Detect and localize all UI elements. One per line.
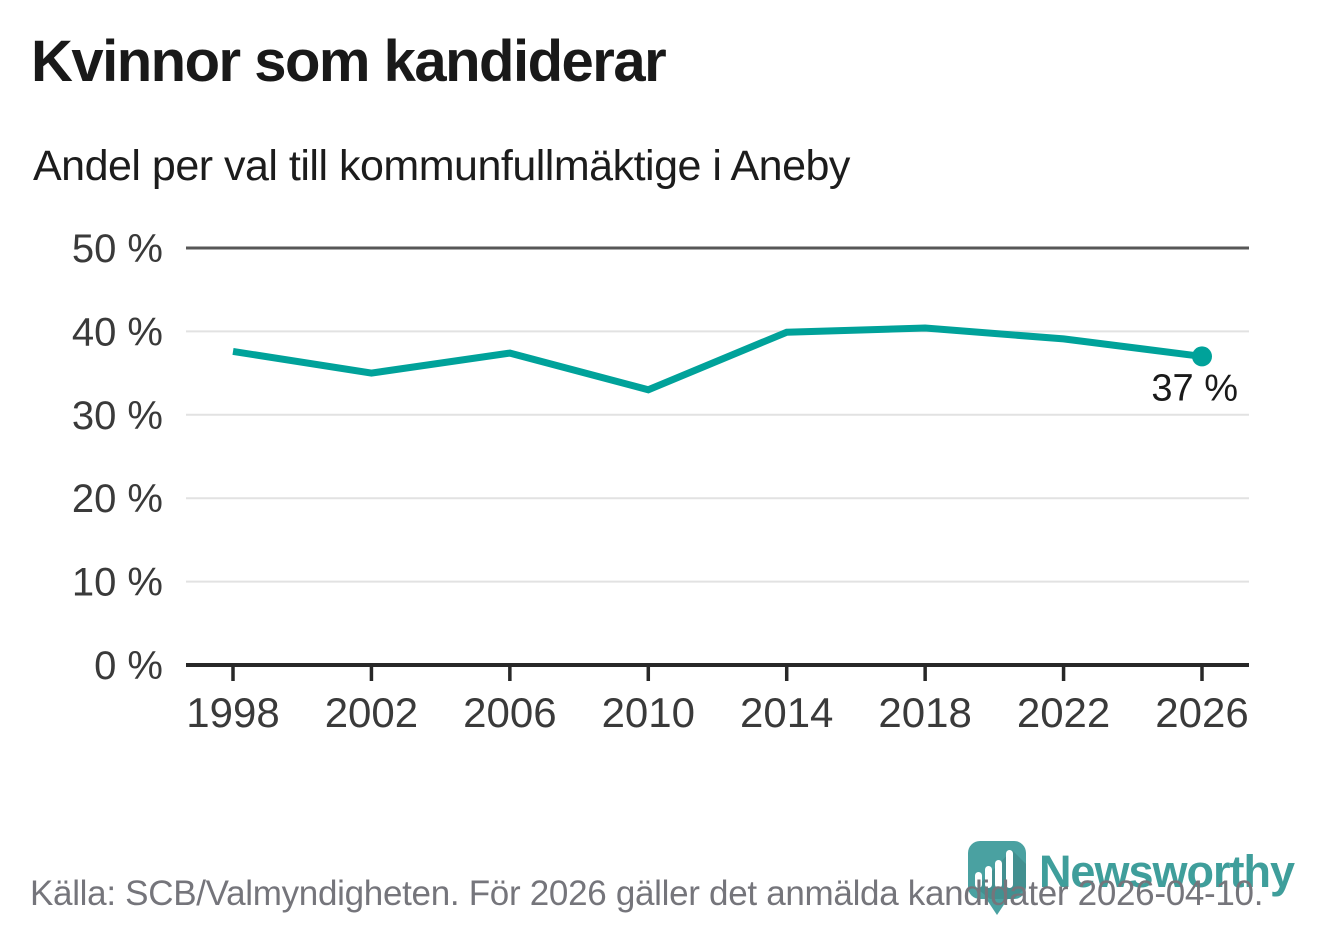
y-axis-tick-label: 40 % — [72, 310, 163, 354]
end-point-marker — [1192, 346, 1212, 367]
x-axis-tick-label: 2026 — [1155, 689, 1248, 736]
x-axis-tick-label: 1998 — [186, 689, 279, 736]
x-axis-tick-label: 2010 — [602, 689, 695, 736]
y-axis-tick-label: 30 % — [72, 394, 163, 438]
y-axis-tick-label: 0 % — [94, 644, 163, 688]
source-note: Källa: SCB/Valmyndigheten. För 2026 gäll… — [30, 874, 1264, 913]
end-point-value-label: 37 % — [1151, 367, 1238, 409]
y-axis-tick-label: 20 % — [72, 477, 163, 521]
newsworthy-logo: Newsworthy — [967, 841, 1295, 917]
x-axis-tick-label: 2014 — [740, 689, 833, 736]
x-axis-tick-label: 2002 — [325, 689, 418, 736]
chart-subtitle: Andel per val till kommunfullmäktige i A… — [33, 142, 850, 190]
x-axis-tick-label: 2018 — [878, 689, 971, 736]
chart-title: Kvinnor som kandiderar — [31, 29, 667, 94]
data-series-line — [232, 324, 1203, 394]
y-axis-tick-label: 50 % — [72, 227, 163, 271]
x-axis-tick-label: 2006 — [463, 689, 556, 736]
x-axis-tick-label: 2022 — [1017, 689, 1110, 736]
newsworthy-pin-icon — [967, 841, 1026, 915]
y-axis-tick-label: 10 % — [72, 561, 163, 605]
newsworthy-wordmark: Newsworthy — [1038, 845, 1295, 897]
